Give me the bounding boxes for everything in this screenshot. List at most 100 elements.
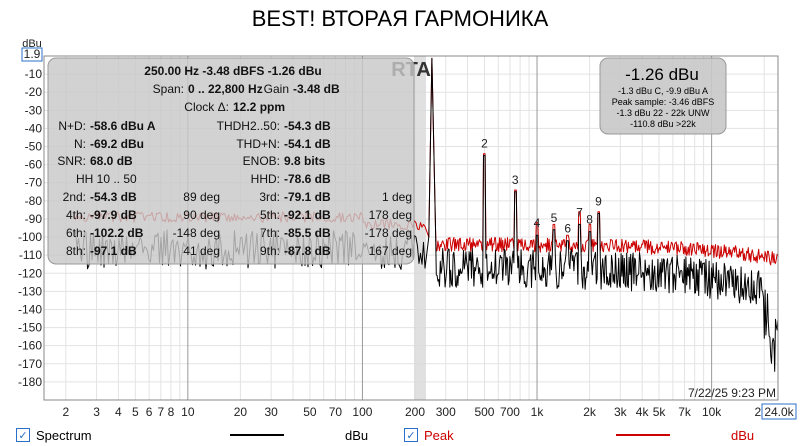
harmonic-marker-label: 3 — [512, 173, 519, 187]
thd-label: THDH2..50: — [217, 119, 280, 133]
y-tick-label: -90 — [25, 212, 43, 226]
x-tick-label: 5k — [653, 405, 667, 419]
harmonic-cell: 41 deg — [183, 244, 220, 258]
harmonic-cell: 8th: — [66, 244, 86, 258]
harmonic-cell: 4th: — [66, 208, 86, 222]
x-end-box[interactable] — [761, 403, 797, 420]
y-tick-label: -120 — [18, 266, 42, 280]
x-tick-label: 30 — [264, 405, 278, 419]
x-tick-label: 4k — [636, 405, 650, 419]
x-tick-label: 2k — [583, 405, 597, 419]
harmonic-cell: 3rd: — [259, 190, 280, 204]
harmonic-cell: -97.9 dB — [90, 208, 137, 222]
legend-spectrum-toggle[interactable]: ✓ Spectrum — [16, 426, 92, 444]
x-tick-label: 4 — [115, 405, 122, 419]
x-tick-label: 100 — [352, 405, 372, 419]
y-tick-label: -80 — [25, 194, 43, 208]
level-line-1: -1.3 dBu C, -9.9 dBu A — [618, 86, 708, 96]
y-unit-label: dBu — [22, 38, 42, 50]
span-label: Span: — [153, 82, 184, 96]
x-tick-label: 20 — [234, 405, 248, 419]
clock-label: Clock Δ: — [184, 100, 229, 114]
timestamp: 7/22/25 9:23 PM — [688, 386, 776, 400]
thdn-label: THD+N: — [236, 137, 280, 151]
y-tick-label: -60 — [25, 158, 43, 172]
x-tick-label: 500 — [474, 405, 494, 419]
y-top-value-box[interactable] — [21, 47, 43, 62]
legend-peak-toggle[interactable]: ✓ Peak — [404, 426, 454, 444]
spectrum-unit: dBu — [345, 427, 369, 443]
x-tick-label: 3k — [614, 405, 628, 419]
thdn-value: -54.1 dB — [284, 137, 331, 151]
harmonic-cell: 2nd: — [63, 190, 86, 204]
harmonic-marker-label: 8 — [586, 213, 593, 227]
harmonic-marker-label: 9 — [595, 195, 602, 209]
spectrum-checkbox[interactable]: ✓ — [16, 428, 30, 442]
peak-unit: dBu — [731, 427, 755, 443]
harmonic-marker-label: 4 — [534, 216, 541, 230]
y-tick-label: -100 — [18, 230, 42, 244]
gain-label: Gain — [264, 82, 289, 96]
harmonic-cell: 6th: — [66, 226, 86, 240]
harmonic-cell: 7th: — [260, 226, 280, 240]
span-value: 0 .. 22,800 Hz — [188, 82, 263, 96]
spectrum-label: Spectrum — [36, 427, 92, 443]
y-tick-label: -20 — [25, 85, 43, 99]
thd-value: -54.3 dB — [284, 119, 331, 133]
fundamental-highlight — [414, 56, 426, 400]
harmonic-marker-label: 2 — [481, 137, 488, 151]
x-tick-label: 6 — [146, 405, 153, 419]
x-tick-label: 700 — [500, 405, 520, 419]
harmonic-cell: -102.2 dB — [90, 226, 144, 240]
harmonic-cell: 9th: — [260, 244, 280, 258]
x-tick-label: 7 — [157, 405, 164, 419]
enob-label: ENOB: — [243, 154, 280, 168]
x-tick-label: 70 — [329, 405, 343, 419]
harmonic-cell: 1 deg — [382, 190, 412, 204]
harmonic-cell: -92.1 dB — [284, 208, 331, 222]
y-tick-label: -70 — [25, 176, 43, 190]
spectrum-swatch — [230, 426, 284, 444]
x-tick-label: 7k — [678, 405, 692, 419]
plot-frame — [43, 55, 779, 401]
harmonic-cell: -54.3 dB — [90, 190, 137, 204]
clock-value: 12.2 ppm — [233, 100, 285, 114]
x-tick-label: 300 — [436, 405, 456, 419]
noise-value: -69.2 dBu — [90, 137, 144, 151]
x-tick-label: 8 — [168, 405, 175, 419]
y-tick-labels: -10 -20 -30 -40 -50 -60 -70 -80 -90 -100 -110 -120 -… — [18, 67, 42, 389]
hhd-value: -78.6 dB — [284, 172, 331, 186]
hh-range: HH 10 .. 50 — [76, 172, 137, 186]
x-tick-label: 1k — [531, 405, 545, 419]
y-tick-label: -40 — [25, 121, 43, 135]
nd-label: N+D: — [58, 119, 86, 133]
level-box[interactable]: -1.26 dBu -1.3 dBu C, -9.9 dBu A Peak sa… — [599, 57, 727, 135]
x-tick-label: 200 — [405, 405, 425, 419]
y-tick-label: -180 — [18, 375, 42, 389]
x-tick-label: 5 — [132, 405, 139, 419]
x-tick-label: 50 — [303, 405, 317, 419]
harmonic-cell: 178 deg — [369, 208, 412, 222]
harmonic-cell: -178 deg — [365, 226, 412, 240]
harmonic-marker-label: 5 — [551, 211, 558, 225]
chart-title: BEST! ВТОРАЯ ГАРМОНИКА — [252, 6, 549, 31]
measurement-panel[interactable]: 250.00 Hz -3.48 dBFS -1.26 dBu Span: 0 .… — [47, 57, 415, 265]
peak-label: Peak — [424, 427, 454, 443]
y-tick-label: -140 — [18, 302, 42, 316]
y-top-value: 1.9 — [24, 47, 41, 61]
harmonic-cell: 90 deg — [183, 208, 220, 222]
harmonic-cell: 167 deg — [369, 244, 412, 258]
noise-label: N: — [74, 137, 86, 151]
peak-checkbox[interactable]: ✓ — [404, 428, 418, 442]
x-tick-label: 10 — [181, 405, 195, 419]
level-value: -1.26 dBu — [625, 65, 699, 84]
y-tick-label: -30 — [25, 103, 43, 117]
y-tick-label: -150 — [18, 321, 42, 335]
harmonic-cell: 5th: — [260, 208, 280, 222]
harmonic-marker-label: 7 — [576, 205, 583, 219]
y-tick-label: -130 — [18, 284, 42, 298]
level-line-3: -1.3 dBu 22 - 22k UNW — [616, 108, 710, 118]
y-tick-label: -110 — [19, 248, 42, 262]
